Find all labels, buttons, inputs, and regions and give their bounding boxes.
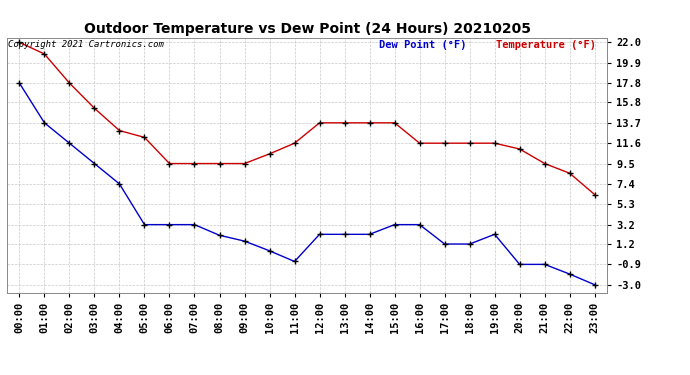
Text: Copyright 2021 Cartronics.com: Copyright 2021 Cartronics.com bbox=[8, 40, 164, 49]
Text: Temperature (°F): Temperature (°F) bbox=[496, 40, 596, 50]
Text: Dew Point (°F): Dew Point (°F) bbox=[379, 40, 466, 50]
Title: Outdoor Temperature vs Dew Point (24 Hours) 20210205: Outdoor Temperature vs Dew Point (24 Hou… bbox=[83, 22, 531, 36]
